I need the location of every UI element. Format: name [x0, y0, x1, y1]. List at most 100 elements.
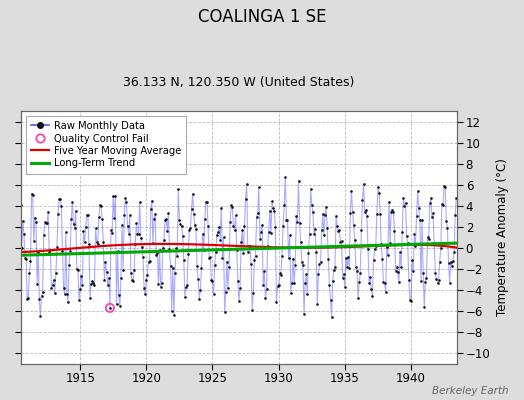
Point [200, 247, 208, 254]
Point [359, 181, 368, 187]
Point [54, 210, 62, 217]
Point [153, 250, 161, 256]
Point [408, 257, 417, 263]
Point [199, 230, 207, 237]
Point [127, 270, 135, 276]
Point [36, 313, 45, 319]
Point [282, 217, 291, 224]
Point [337, 237, 346, 244]
Point [246, 243, 254, 249]
Point [192, 226, 200, 232]
Point [77, 273, 85, 279]
Point [386, 240, 394, 246]
Point [132, 220, 140, 226]
Point [150, 216, 158, 222]
Point [244, 248, 252, 255]
Point [46, 247, 54, 253]
Text: COALINGA 1 SE: COALINGA 1 SE [198, 8, 326, 26]
Point [254, 210, 262, 216]
Point [148, 198, 156, 204]
Point [398, 229, 407, 236]
Point [142, 277, 150, 284]
Point [247, 261, 255, 267]
Point [407, 298, 415, 304]
Point [384, 252, 392, 259]
Point [20, 230, 28, 237]
Point [364, 245, 372, 252]
Point [434, 276, 443, 283]
Point [392, 264, 401, 270]
Point [296, 220, 304, 226]
Point [108, 229, 116, 236]
Point [278, 253, 286, 259]
Point [60, 291, 69, 298]
Point [354, 294, 362, 301]
Point [350, 222, 358, 228]
Point [304, 250, 313, 257]
Point [374, 184, 382, 190]
Point [230, 223, 238, 229]
Point [353, 268, 361, 274]
Point [342, 255, 350, 261]
Point [290, 280, 298, 286]
Point [291, 262, 299, 268]
Point [126, 212, 134, 218]
Point [181, 293, 189, 300]
Point [209, 278, 217, 284]
Point [152, 252, 160, 258]
Point [316, 259, 325, 265]
Point [365, 279, 373, 286]
Point [128, 277, 136, 284]
Point [319, 210, 327, 217]
Point [65, 262, 73, 268]
Point [377, 241, 386, 248]
Point [274, 283, 282, 290]
Point [276, 270, 284, 276]
Point [39, 232, 48, 238]
Point [24, 295, 32, 301]
Point [205, 255, 213, 261]
Point [412, 213, 421, 220]
Point [214, 229, 222, 236]
Point [158, 280, 166, 286]
Point [91, 225, 100, 232]
Point [227, 202, 235, 208]
Legend: Raw Monthly Data, Quality Control Fail, Five Year Moving Average, Long-Term Tren: Raw Monthly Data, Quality Control Fail, … [26, 116, 186, 174]
Point [104, 282, 112, 288]
Point [119, 266, 127, 273]
Point [447, 263, 456, 269]
Point [358, 196, 367, 203]
Point [314, 270, 323, 277]
Point [232, 212, 240, 218]
Point [287, 290, 295, 296]
Point [303, 290, 312, 297]
Point [123, 222, 132, 229]
Point [191, 222, 199, 228]
Point [220, 234, 228, 240]
Point [189, 190, 197, 197]
Point [443, 225, 452, 231]
Point [136, 198, 144, 205]
Point [228, 204, 236, 210]
Point [383, 244, 391, 250]
Point [420, 304, 429, 310]
Point [80, 239, 89, 246]
Point [44, 209, 52, 216]
Point [85, 241, 93, 247]
Point [172, 245, 180, 252]
Point [298, 258, 306, 265]
Point [299, 262, 307, 268]
Point [411, 243, 420, 249]
Point [59, 285, 68, 291]
Point [269, 205, 277, 211]
Point [249, 290, 257, 296]
Point [35, 296, 43, 303]
Point [401, 200, 410, 206]
Point [173, 253, 181, 259]
Point [336, 238, 345, 245]
Point [18, 218, 27, 224]
Point [345, 265, 354, 272]
Point [58, 248, 67, 254]
Point [154, 280, 162, 287]
Point [369, 257, 378, 263]
